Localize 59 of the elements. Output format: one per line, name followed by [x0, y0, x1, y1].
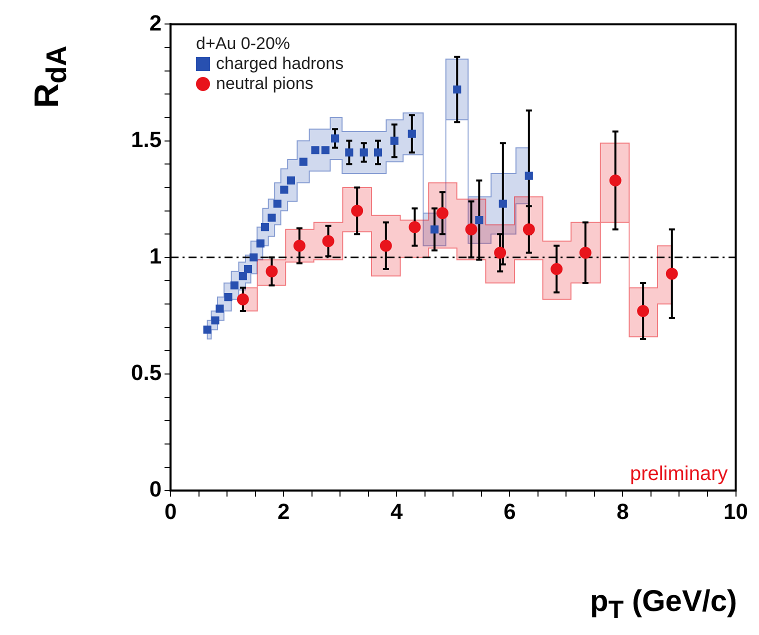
- point: [286, 176, 295, 184]
- x-tick-label: 2: [277, 498, 290, 524]
- point: [430, 225, 439, 234]
- y-tick-label: 2: [149, 10, 162, 36]
- point: [408, 221, 421, 234]
- point: [524, 172, 533, 180]
- point: [321, 146, 330, 154]
- point: [299, 158, 308, 166]
- point: [238, 272, 247, 280]
- annotation: preliminary: [630, 463, 728, 486]
- point: [380, 240, 392, 252]
- y-tick-label: 0: [149, 476, 162, 502]
- legend-label: charged hadrons: [216, 54, 344, 74]
- x-tick-label: 6: [504, 498, 516, 524]
- x-axis-title: p$_{T}$ (GeV/c): [590, 585, 737, 625]
- legend-title: d+Au 0-20%: [196, 34, 292, 54]
- point: [250, 253, 258, 262]
- point: [609, 174, 622, 186]
- point: [465, 223, 478, 236]
- point: [224, 293, 232, 302]
- point: [579, 246, 592, 259]
- point: [550, 263, 563, 276]
- point: [408, 130, 416, 138]
- point: [211, 316, 220, 324]
- point: [475, 216, 484, 224]
- y-tick-label: 0.5: [130, 360, 162, 386]
- point: [498, 200, 507, 208]
- point: [280, 186, 288, 194]
- point: [522, 223, 535, 236]
- point: [266, 265, 278, 278]
- x-tick-label: 8: [616, 498, 629, 524]
- point: [453, 85, 462, 94]
- y-tick-label: 1: [149, 243, 162, 268]
- point: [345, 148, 354, 156]
- x-tick-label: 10: [724, 498, 748, 524]
- point: [203, 326, 212, 334]
- point: [236, 293, 249, 306]
- point: [322, 235, 334, 248]
- legend-label: neutral pions: [216, 74, 314, 94]
- point: [273, 200, 282, 208]
- point: [666, 268, 678, 280]
- point: [331, 134, 340, 143]
- point: [360, 148, 368, 156]
- x-tick-label: 4: [390, 498, 404, 524]
- point: [260, 223, 270, 232]
- point: [436, 207, 448, 220]
- point: [230, 281, 238, 290]
- point: [374, 148, 382, 156]
- point: [637, 305, 650, 318]
- point: [244, 265, 252, 274]
- point: [390, 136, 398, 145]
- point: [293, 240, 306, 252]
- point: [256, 239, 264, 248]
- point: [311, 146, 320, 154]
- point: [494, 246, 506, 259]
- y-tick-label: 1.5: [130, 126, 162, 152]
- point: [216, 304, 224, 313]
- point: [351, 204, 364, 217]
- point: [268, 214, 276, 222]
